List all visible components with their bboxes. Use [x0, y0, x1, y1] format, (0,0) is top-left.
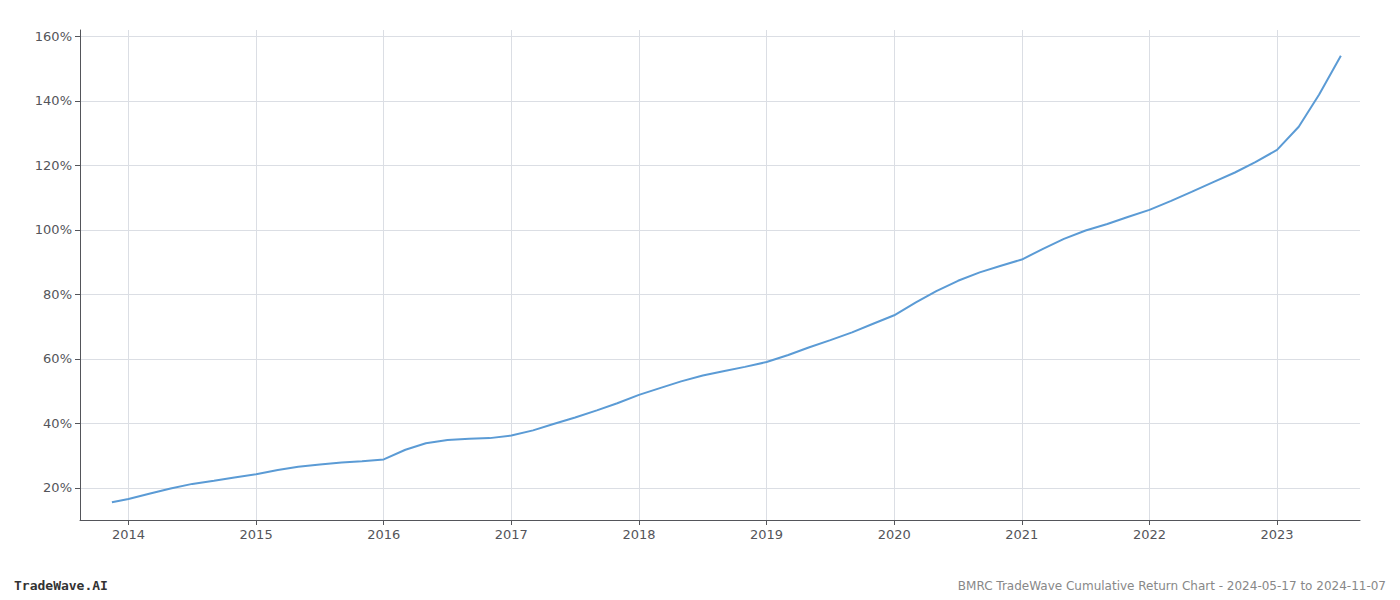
svg-text:20%: 20%	[43, 480, 72, 495]
svg-text:2021: 2021	[1005, 527, 1038, 542]
svg-text:2015: 2015	[240, 527, 273, 542]
svg-text:40%: 40%	[43, 416, 72, 431]
svg-text:2019: 2019	[750, 527, 783, 542]
svg-text:2023: 2023	[1261, 527, 1294, 542]
svg-text:120%: 120%	[35, 158, 72, 173]
svg-text:140%: 140%	[35, 93, 72, 108]
svg-text:2018: 2018	[622, 527, 655, 542]
svg-text:2022: 2022	[1133, 527, 1166, 542]
svg-text:2020: 2020	[878, 527, 911, 542]
svg-text:2016: 2016	[367, 527, 400, 542]
svg-text:160%: 160%	[35, 29, 72, 44]
svg-text:2017: 2017	[495, 527, 528, 542]
svg-text:TradeWave.AI: TradeWave.AI	[14, 578, 108, 593]
svg-text:2014: 2014	[112, 527, 145, 542]
svg-text:BMRC TradeWave Cumulative Retu: BMRC TradeWave Cumulative Return Chart -…	[958, 579, 1386, 593]
svg-text:60%: 60%	[43, 351, 72, 366]
svg-text:100%: 100%	[35, 222, 72, 237]
svg-text:80%: 80%	[43, 287, 72, 302]
